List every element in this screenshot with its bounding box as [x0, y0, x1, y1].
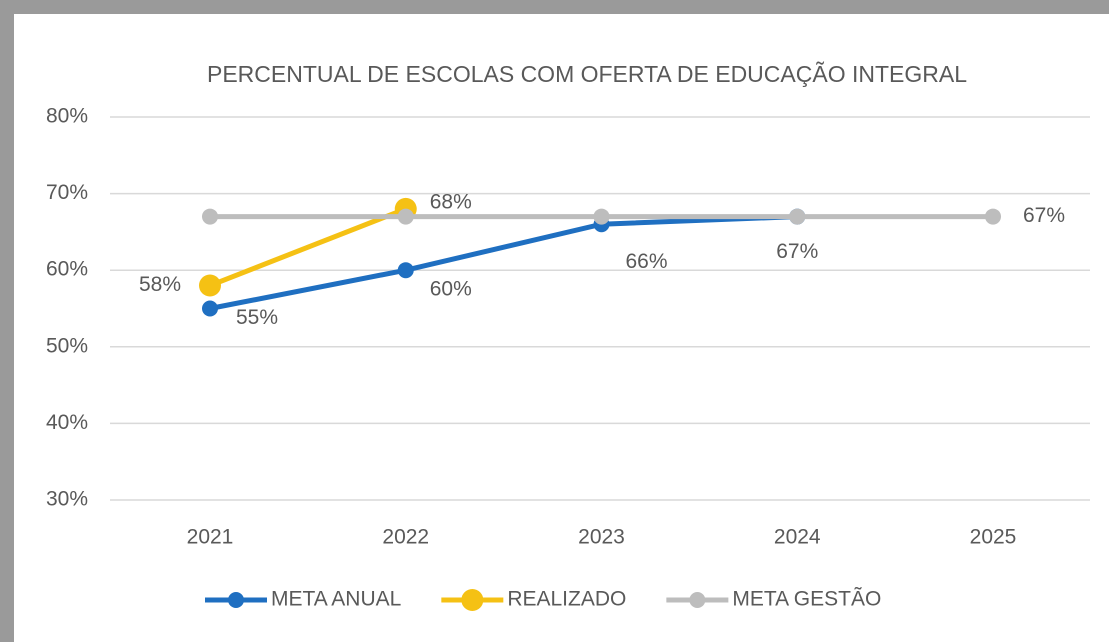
y-tick-label: 60%	[46, 258, 88, 281]
x-tick-label: 2024	[774, 526, 821, 549]
legend-label: META GESTÃO	[732, 587, 881, 611]
y-tick-label: 80%	[46, 105, 88, 128]
chart-title: PERCENTUAL DE ESCOLAS COM OFERTA DE EDUC…	[207, 61, 967, 87]
x-tick-label: 2025	[970, 526, 1017, 549]
y-tick-label: 30%	[46, 488, 88, 511]
data-label: 55%	[236, 306, 278, 329]
legend-marker	[228, 592, 244, 608]
data-point	[397, 262, 414, 279]
y-tick-label: 50%	[46, 334, 88, 357]
legend-marker	[461, 589, 484, 611]
data-point	[202, 300, 218, 317]
data-label: 68%	[430, 190, 472, 213]
y-tick-label: 40%	[46, 411, 88, 434]
legend-label: REALIZADO	[507, 588, 626, 611]
data-label: 60%	[430, 278, 472, 301]
x-tick-label: 2021	[187, 526, 234, 549]
x-tick-label: 2022	[382, 526, 429, 549]
chart-area	[14, 14, 1109, 642]
data-label: 58%	[139, 273, 181, 296]
data-label: 67%	[1023, 204, 1065, 227]
data-point	[397, 208, 414, 225]
data-point	[199, 274, 221, 297]
series-line	[209, 206, 407, 288]
data-point	[202, 208, 218, 225]
legend-label: META ANUAL	[271, 588, 401, 611]
data-point	[593, 208, 610, 225]
data-label: 66%	[626, 250, 668, 273]
data-point	[985, 208, 1001, 225]
legend-marker	[689, 592, 706, 608]
series-line	[209, 214, 798, 311]
x-tick-label: 2023	[578, 526, 625, 549]
y-tick-label: 70%	[46, 181, 88, 204]
data-point	[789, 208, 806, 225]
data-label: 67%	[776, 240, 818, 263]
